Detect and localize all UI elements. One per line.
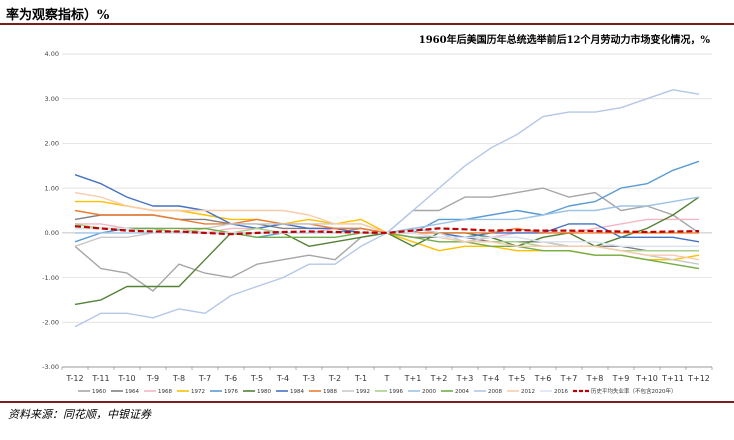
x-tick-label: T-2 (328, 374, 341, 383)
x-tick-label: T-9 (146, 374, 159, 383)
chart-title: 1960年后美国历年总统选举前后12个月劳动力市场变化情况，% (419, 33, 711, 46)
x-tick-label: T-6 (224, 374, 237, 383)
series-line-2016 (75, 227, 699, 248)
footer-divider (0, 401, 734, 403)
legend-label: 2008 (488, 389, 502, 395)
x-tick-label: T-8 (172, 374, 185, 383)
x-tick-label: T+2 (430, 374, 448, 383)
legend-label: 1988 (323, 389, 337, 395)
x-tick-label: T+9 (612, 374, 630, 383)
y-tick-label: 2.00 (45, 140, 59, 148)
y-axis: -3.00 -2.00 -1.00 0.00 1.00 2.00 3.00 4.00 (42, 50, 59, 371)
x-tick-label: T-7 (198, 374, 211, 383)
x-tick-label: T+8 (586, 374, 604, 383)
legend-label: 1996 (389, 389, 403, 395)
legend-label: 1964 (125, 389, 139, 395)
legend-label: 1980 (257, 389, 271, 395)
legend-label: 1960 (92, 389, 106, 395)
x-tick-label: T-10 (117, 374, 135, 383)
x-tick-label: T+6 (534, 374, 552, 383)
y-tick-label: 3.00 (45, 95, 59, 103)
legend-label: 1992 (356, 389, 370, 395)
y-tick-label: -1.00 (42, 274, 59, 282)
y-tick-label: 0.00 (45, 229, 59, 237)
x-tick-label: T+12 (687, 374, 710, 383)
legend-label: 1972 (191, 389, 205, 395)
line-chart: 1960年后美国历年总统选举前后12个月劳动力市场变化情况，% -3.00 -2.… (42, 33, 713, 395)
x-tick-label: T (384, 374, 390, 383)
chart-legend: 1960 1964 1968 1972 1976 1980 1984 1988 1992 1996… (78, 387, 677, 395)
x-tick-label: T+1 (404, 374, 422, 383)
x-tick-label: T+3 (456, 374, 474, 383)
x-tick-label: T-11 (91, 374, 109, 383)
chart-series (74, 89, 700, 328)
series-line-2000 (75, 196, 700, 234)
y-tick-label: -2.00 (42, 318, 59, 326)
x-tick-label: T-1 (354, 374, 367, 383)
page-header-title: 率为观察指标）% (6, 8, 110, 23)
legend-label: 1976 (224, 389, 238, 395)
legend-label: 1984 (290, 389, 304, 395)
x-axis: T-12 T-11 T-10 T-9 T-8 T-7 T-6 T-5 T-4 T-3 T-2 T-1 T… (61, 366, 713, 383)
legend-label: 2016 (554, 389, 568, 395)
series-line-历史平均失业率（不包含2020年） (74, 225, 700, 236)
legend-label: 2000 (422, 389, 436, 395)
y-tick-label: 4.00 (45, 50, 59, 58)
series-line-1960 (74, 187, 700, 292)
legend-label: 1968 (158, 389, 172, 395)
header-divider (0, 23, 734, 25)
x-tick-label: T+7 (560, 374, 578, 383)
x-tick-label: T-4 (276, 374, 289, 383)
x-tick-label: T-12 (65, 374, 83, 383)
x-tick-label: T+11 (661, 374, 684, 383)
x-tick-label: T-5 (250, 374, 263, 383)
legend-label: 历史平均失业率（不包含2020年） (591, 387, 677, 395)
x-tick-label: T+4 (482, 374, 500, 383)
x-tick-label: T+10 (635, 374, 658, 383)
x-tick-label: T-3 (302, 374, 315, 383)
y-tick-label: 1.00 (45, 184, 59, 192)
y-tick-label: -3.00 (42, 363, 59, 371)
x-tick-label: T+5 (508, 374, 526, 383)
legend-label: 2012 (521, 389, 535, 395)
legend-label: 2004 (455, 389, 469, 395)
source-note: 资料来源：同花顺，中银证券 (8, 408, 151, 421)
series-line-1980 (74, 196, 700, 306)
